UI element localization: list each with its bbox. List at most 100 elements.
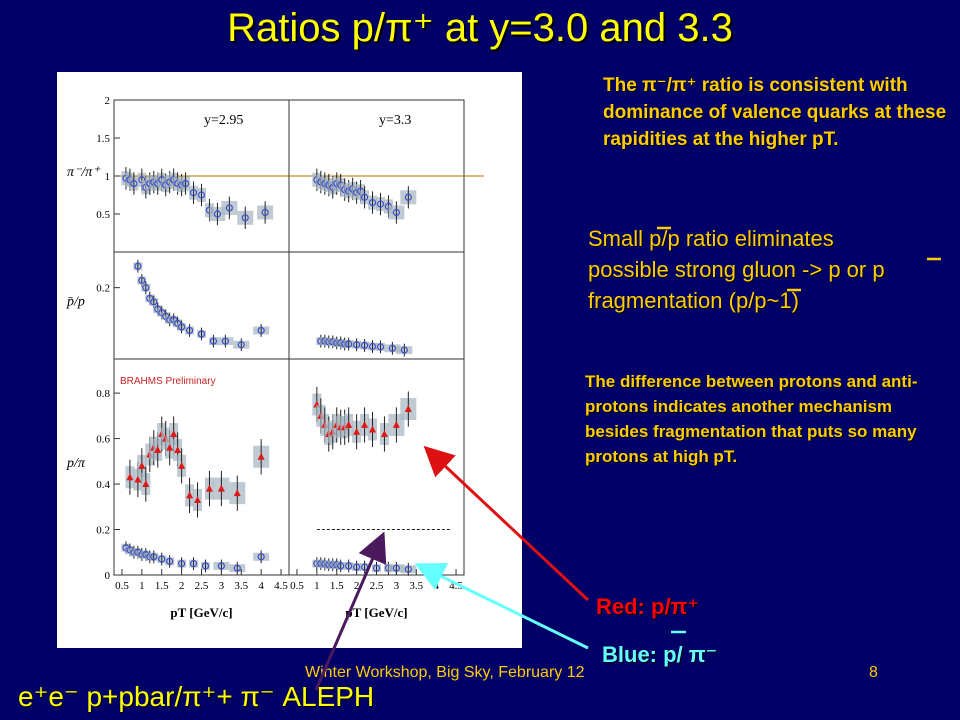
red-triangle-marker bbox=[257, 452, 265, 460]
blue-circle-marker bbox=[130, 179, 138, 188]
blue-circle-marker bbox=[241, 214, 249, 222]
y-axis-label: π⁻/π⁺ bbox=[67, 165, 101, 180]
x-tick-label: 2 bbox=[179, 580, 185, 592]
blue-circle-marker bbox=[138, 276, 146, 285]
red-triangle-marker bbox=[380, 430, 388, 438]
blue-circle-marker bbox=[376, 343, 385, 351]
x-tick-label: 1.5 bbox=[330, 580, 344, 592]
y-tick-label: 2 bbox=[105, 95, 111, 107]
red-triangle-marker bbox=[194, 495, 202, 503]
valence-quark-note: The π⁻/π⁺ ratio is consistent with domin… bbox=[603, 75, 947, 150]
red-triangle-marker bbox=[174, 445, 182, 453]
blue-circle-marker bbox=[201, 562, 210, 570]
y-axis-label: p/π bbox=[66, 456, 86, 471]
red-triangle-marker bbox=[154, 445, 162, 453]
x-tick-label: 4 bbox=[258, 580, 264, 592]
brahms-ratio-figure: y=2.95 π⁻/π⁺ 0.5 1 1.5 2 y=3.3 p̄/p 0.2 p/π 0 0.2 0.… bbox=[57, 72, 522, 648]
red-triangle-marker bbox=[134, 475, 142, 483]
y-tick-label: 0.6 bbox=[96, 434, 110, 446]
x-tick-label: 3.5 bbox=[234, 580, 248, 592]
ratio-chart-grid: y=2.95 π⁻/π⁺ 0.5 1 1.5 2 y=3.3 p̄/p 0.2 p/π 0 0.2 0.… bbox=[66, 95, 484, 620]
y-tick-label: 0.2 bbox=[96, 525, 110, 537]
blue-circle-marker bbox=[404, 193, 412, 201]
proton-antiproton-note: The difference between protons and anti-… bbox=[585, 372, 918, 466]
red-triangle-marker bbox=[404, 405, 412, 413]
red-triangle-marker bbox=[178, 461, 186, 469]
x-axis-label: pT [GeV/c] bbox=[345, 605, 407, 620]
rapidity-label: y=3.3 bbox=[379, 113, 411, 128]
x-tick-label: 0.5 bbox=[290, 580, 304, 592]
page-number: 8 bbox=[869, 664, 878, 681]
blue-circle-marker bbox=[158, 555, 166, 563]
gluon-note-line-2: possible strong gluon -> p or p bbox=[588, 257, 885, 282]
blue-circle-marker bbox=[360, 193, 369, 201]
x-axis-label: pT [GeV/c] bbox=[170, 605, 232, 620]
blue-circle-marker bbox=[221, 337, 229, 345]
red-triangle-marker bbox=[392, 420, 400, 428]
blue-circle-marker bbox=[185, 326, 194, 335]
gluon-fragmentation-note: Small p/p ratio eliminates possible stro… bbox=[588, 223, 953, 316]
blue-circle-marker bbox=[345, 340, 353, 348]
legend-blue-label: Blue: p/ π⁻ bbox=[602, 642, 718, 667]
aleph-reference-label: e⁺e⁻ p+pbar/π⁺+ π⁻ ALEPH bbox=[18, 681, 375, 712]
gluon-note-line-3: fragmentation (p/p~1) bbox=[588, 288, 799, 313]
blue-circle-marker bbox=[134, 262, 142, 270]
blue-circle-marker bbox=[166, 557, 174, 565]
blue-circle-marker bbox=[150, 298, 158, 306]
blue-circle-marker bbox=[189, 189, 198, 197]
x-tick-label: 2.5 bbox=[195, 580, 209, 592]
red-triangle-marker bbox=[138, 461, 146, 469]
blue-circle-marker bbox=[404, 565, 412, 573]
blue-circle-marker bbox=[213, 210, 222, 218]
blue-circle-marker bbox=[150, 553, 158, 561]
blue-circle-marker bbox=[197, 330, 206, 338]
slide-title: Ratios p/π⁺ at y=3.0 and 3.3 bbox=[227, 6, 733, 50]
blue-circle-marker bbox=[209, 337, 218, 345]
y-tick-label: 0.2 bbox=[96, 283, 110, 295]
blue-circle-marker bbox=[217, 562, 225, 570]
red-triangle-marker bbox=[186, 491, 194, 499]
blue-circle-marker bbox=[189, 560, 198, 568]
x-tick-label: 2 bbox=[354, 580, 360, 592]
gluon-note-line-1: Small p/p ratio eliminates bbox=[588, 226, 834, 251]
y-tick-label: 0.8 bbox=[96, 388, 110, 400]
x-tick-label: 3.5 bbox=[409, 580, 423, 592]
red-triangle-marker bbox=[166, 443, 174, 451]
y-tick-label: 1.5 bbox=[96, 133, 110, 145]
x-tick-label: 2.5 bbox=[370, 580, 384, 592]
y-tick-label: 0.5 bbox=[96, 209, 110, 221]
blue-circle-marker bbox=[360, 341, 369, 350]
blue-circle-marker bbox=[142, 284, 150, 292]
panel-frame bbox=[288, 358, 465, 576]
x-tick-label: 3 bbox=[394, 580, 400, 592]
red-triangle-marker bbox=[142, 480, 150, 488]
red-triangle-marker bbox=[361, 420, 369, 428]
red-triangle-marker bbox=[353, 427, 361, 435]
x-tick-label: 1.5 bbox=[155, 580, 169, 592]
blue-circle-marker bbox=[237, 341, 245, 349]
y-tick-label: 0 bbox=[105, 570, 111, 582]
blue-circle-marker bbox=[225, 204, 233, 212]
x-tick-label: 0.5 bbox=[115, 580, 129, 592]
blue-circle-marker bbox=[178, 323, 186, 331]
blue-circle-marker bbox=[178, 560, 186, 568]
blue-circle-marker bbox=[376, 200, 385, 208]
y-tick-label: 0.4 bbox=[96, 479, 110, 491]
blue-circle-marker bbox=[261, 208, 269, 217]
red-triangle-marker bbox=[126, 473, 134, 481]
blue-circle-marker bbox=[197, 191, 206, 199]
blue-circle-marker bbox=[392, 208, 400, 217]
red-triangle-marker bbox=[205, 484, 213, 492]
brahms-preliminary-label: BRAHMS Preliminary bbox=[120, 376, 216, 387]
x-tick-label: 3 bbox=[219, 580, 225, 592]
y-axis-label: p̄/p bbox=[66, 295, 85, 310]
rapidity-label: y=2.95 bbox=[204, 113, 243, 128]
x-tick-label: 4.5 bbox=[274, 580, 288, 592]
y-tick-label: 1 bbox=[105, 171, 111, 183]
red-triangle-marker bbox=[170, 430, 178, 438]
blue-circle-marker bbox=[368, 342, 377, 351]
blue-circle-marker bbox=[257, 553, 265, 561]
blue-circle-marker bbox=[233, 564, 241, 572]
x-tick-label: 4.5 bbox=[449, 580, 463, 592]
x-tick-label: 4 bbox=[433, 580, 439, 592]
